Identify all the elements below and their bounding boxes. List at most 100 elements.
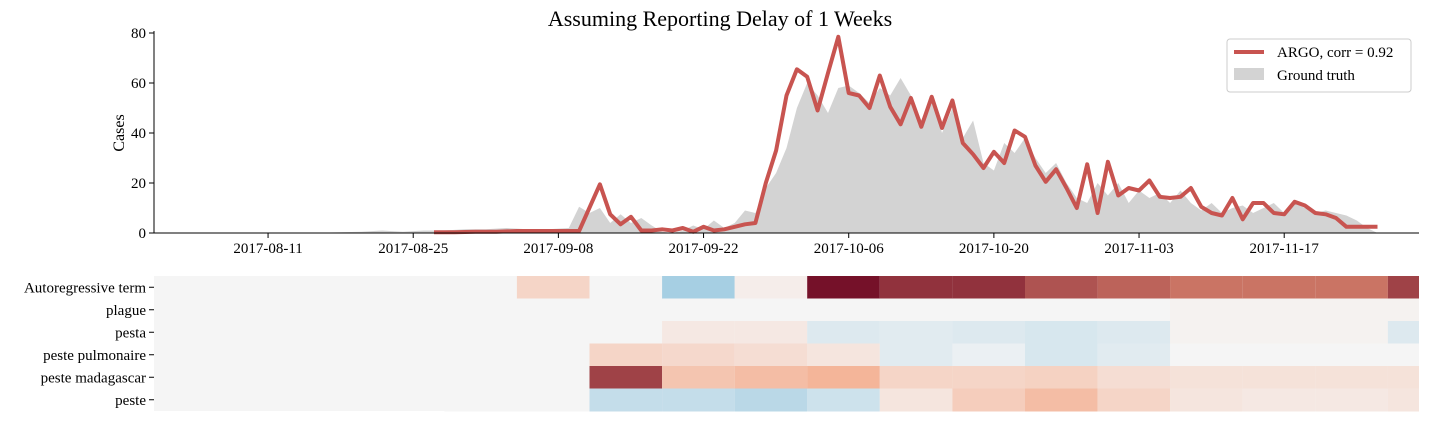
x-tick-label: 2017-11-03 xyxy=(1104,241,1173,257)
area-layer xyxy=(226,78,1378,233)
row-label: pesta xyxy=(115,325,146,341)
heatmap-cell xyxy=(879,343,953,367)
x-tick-label: 2017-11-17 xyxy=(1249,241,1319,257)
heatmap-cell xyxy=(1242,366,1316,389)
chart-title: Assuming Reporting Delay of 1 Weeks xyxy=(548,6,892,31)
heatmap-cell xyxy=(952,366,1025,389)
line-layer xyxy=(434,34,1378,235)
heatmap-cell xyxy=(734,276,808,299)
heatmap-cell xyxy=(1242,276,1316,299)
heatmap-cell xyxy=(1025,298,1098,322)
heatmap-cell xyxy=(516,366,590,389)
heatmap-cell xyxy=(1387,366,1419,389)
row-label: Autoregressive term xyxy=(24,280,146,296)
y-tick-label: 60 xyxy=(131,76,146,92)
heatmap-cell xyxy=(516,321,590,344)
x-tick-label: 2017-10-20 xyxy=(959,241,1029,257)
heatmap-cell xyxy=(1097,298,1171,322)
heatmap-cell xyxy=(1170,298,1243,322)
row-label: peste pulmonaire xyxy=(43,348,146,364)
heatmap-cell xyxy=(516,298,590,322)
heatmap-cell xyxy=(589,276,663,299)
heatmap-cells xyxy=(154,276,1419,412)
argo-line xyxy=(434,34,1378,235)
heatmap-cell xyxy=(1025,388,1098,412)
heatmap-cell xyxy=(734,321,808,344)
axis-layer: 0 20 40 60 80 2017-08-11 2017-08-25 2017-09-08 2… xyxy=(131,26,1419,257)
heatmap-cell xyxy=(589,321,663,344)
heatmap-cell xyxy=(952,276,1025,299)
heatmap-cell xyxy=(1387,388,1419,412)
heatmap-cell xyxy=(807,321,880,344)
heatmap-cell xyxy=(444,298,517,322)
heatmap-row-labels: Autoregressive term plague pesta peste pulm… xyxy=(24,280,154,409)
legend-entry-argo: ARGO, corr = 0.92 xyxy=(1277,45,1393,61)
heatmap-cell xyxy=(879,276,953,299)
heatmap-cell xyxy=(1097,343,1171,367)
x-tick-label: 2017-08-25 xyxy=(378,241,448,257)
heatmap-cell xyxy=(444,343,517,367)
heatmap-cell xyxy=(1025,276,1098,299)
heatmap-cell xyxy=(1097,276,1171,299)
heatmap-cell xyxy=(589,298,663,322)
heatmap: Autoregressive term plague pesta peste pulm… xyxy=(24,276,1419,412)
heatmap-cell xyxy=(516,343,590,367)
line-chart: Assuming Reporting Delay of 1 Weeks Case… xyxy=(111,6,1419,257)
heatmap-cell xyxy=(807,388,880,412)
y-tick-label: 80 xyxy=(131,26,146,42)
heatmap-cell xyxy=(662,321,735,344)
heatmap-cell xyxy=(1387,343,1419,367)
heatmap-cell xyxy=(1242,298,1316,322)
legend-entry-ground-truth: Ground truth xyxy=(1277,68,1355,84)
legend-frame xyxy=(1226,38,1412,93)
heatmap-cell xyxy=(1097,321,1171,344)
heatmap-cell xyxy=(662,388,735,412)
heatmap-cell xyxy=(1097,366,1171,389)
y-tick-label: 20 xyxy=(131,176,146,192)
heatmap-cell xyxy=(952,298,1025,322)
heatmap-cell xyxy=(879,366,953,389)
heatmap-cell xyxy=(1170,276,1243,299)
legend-area-swatch xyxy=(1234,68,1264,80)
heatmap-cell xyxy=(444,366,517,389)
heatmap-cell xyxy=(589,366,663,389)
heatmap-cell xyxy=(662,366,735,389)
heatmap-cell xyxy=(1315,276,1388,299)
heatmap-cell xyxy=(952,388,1025,412)
heatmap-cell xyxy=(879,388,953,412)
x-tick-label: 2017-08-11 xyxy=(233,241,302,257)
heatmap-cell xyxy=(1097,388,1171,412)
heatmap-cell xyxy=(1315,298,1388,322)
heatmap-cell xyxy=(952,343,1025,367)
heatmap-cell xyxy=(589,388,663,412)
heatmap-cell xyxy=(734,366,808,389)
heatmap-cell xyxy=(444,388,517,412)
y-tick-label: 40 xyxy=(131,126,146,142)
heatmap-cell xyxy=(879,321,953,344)
heatmap-cell xyxy=(1315,321,1388,344)
heatmap-cell xyxy=(734,343,808,367)
heatmap-cell xyxy=(807,298,880,322)
heatmap-cell xyxy=(1025,366,1098,389)
legend: ARGO, corr = 0.92 Ground truth xyxy=(1226,38,1412,93)
heatmap-cell xyxy=(516,276,590,299)
heatmap-cell xyxy=(1170,388,1243,412)
heatmap-cell xyxy=(589,343,663,367)
heatmap-cell xyxy=(1315,366,1388,389)
row-label: peste madagascar xyxy=(41,370,146,386)
heatmap-cell xyxy=(952,321,1025,344)
y-axis-label: Cases xyxy=(111,114,128,151)
heatmap-cell xyxy=(1242,343,1316,367)
heatmap-cell xyxy=(1387,321,1419,344)
heatmap-cell xyxy=(662,298,735,322)
heatmap-cell xyxy=(444,276,517,299)
y-tick-label: 0 xyxy=(139,226,147,242)
heatmap-cell xyxy=(1242,321,1316,344)
heatmap-cell xyxy=(807,343,880,367)
x-tick-label: 2017-09-22 xyxy=(669,241,739,257)
row-label: peste xyxy=(115,393,146,409)
heatmap-cell xyxy=(516,388,590,412)
heatmap-cell xyxy=(444,321,517,344)
